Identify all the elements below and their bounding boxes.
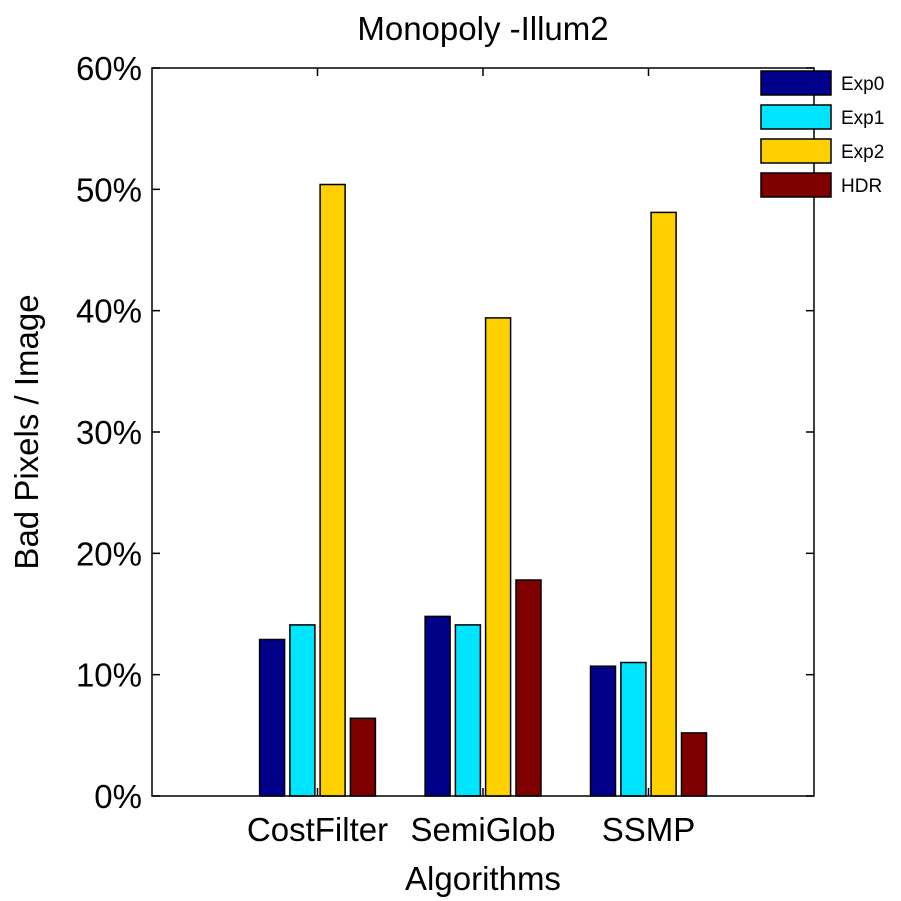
- plot-frame: [151, 67, 815, 797]
- bar-semiglob-hdr: [515, 579, 542, 797]
- legend-label-exp2: Exp2: [841, 142, 884, 163]
- ticks-layer: 0% 10% 20% 30% 40% 50% 60% CostFilter SemiGlob SS…: [76, 50, 814, 848]
- legend-swatch-exp0: [760, 70, 832, 96]
- legend-swatch-exp1: [760, 104, 832, 130]
- bar-semiglob-exp0: [424, 615, 451, 797]
- y-tick-label: 30%: [76, 414, 142, 451]
- y-tick-label: 0%: [94, 778, 142, 815]
- legend-label-exp1: Exp1: [841, 108, 884, 129]
- y-tick-label: 60%: [76, 50, 142, 87]
- bar-costfilter-hdr: [349, 717, 377, 797]
- x-tick-label: SSMP: [602, 811, 696, 848]
- x-axis-title: Algorithms: [405, 860, 561, 897]
- legend-label-hdr: HDR: [841, 176, 882, 197]
- bars-layer: [258, 183, 708, 797]
- bar-ssmp-exp0: [589, 665, 617, 797]
- legend: Exp0 Exp1 Exp2 HDR: [760, 70, 884, 198]
- bar-semiglob-exp1: [454, 624, 482, 797]
- bar-semiglob-exp2: [484, 317, 512, 797]
- y-axis-title: Bad Pixels / Image: [8, 294, 45, 569]
- bar-costfilter-exp0: [258, 638, 286, 797]
- y-tick-label: 20%: [76, 535, 142, 572]
- bar-ssmp-hdr: [680, 732, 708, 797]
- legend-swatch-exp2: [760, 138, 832, 164]
- y-tick-label: 40%: [76, 293, 142, 330]
- bar-costfilter-exp1: [289, 624, 316, 797]
- legend-label-exp0: Exp0: [841, 74, 884, 95]
- bar-ssmp-exp2: [650, 211, 677, 797]
- y-tick-label: 50%: [76, 171, 142, 208]
- bar-ssmp-exp1: [620, 661, 647, 797]
- legend-swatch-hdr: [760, 172, 832, 198]
- plot-area: [152, 68, 814, 796]
- y-tick-label: 10%: [76, 657, 142, 694]
- x-tick-label: CostFilter: [247, 811, 388, 848]
- bar-costfilter-exp2: [319, 183, 346, 797]
- x-tick-label: SemiGlob: [411, 811, 556, 848]
- chart-title: Monopoly -Illum2: [357, 10, 608, 47]
